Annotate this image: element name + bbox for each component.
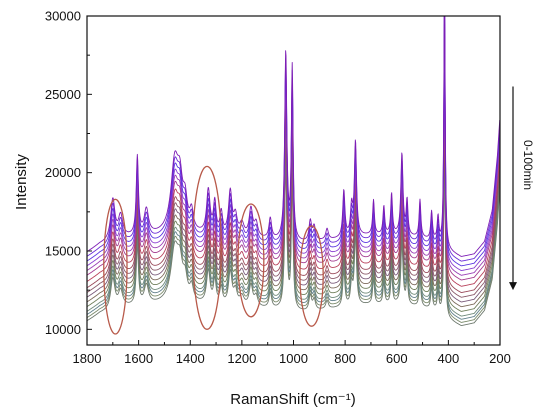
- highlight-ellipse-2: [192, 165, 222, 330]
- x-tick-label: 1200: [227, 351, 256, 366]
- x-tick-label: 1600: [124, 351, 153, 366]
- x-tick-label: 400: [438, 351, 460, 366]
- y-tick-label: 25000: [45, 87, 81, 102]
- y-tick-label: 15000: [45, 244, 81, 259]
- highlight-ellipse-3: [237, 203, 265, 318]
- x-tick-label: 800: [334, 351, 356, 366]
- x-tick-label: 600: [386, 351, 408, 366]
- x-tick-label: 1000: [279, 351, 308, 366]
- highlight-ellipses-group: [103, 165, 324, 335]
- time-annotation-label: 0-100min: [521, 140, 535, 190]
- x-axis-label: RamanShift (cm⁻¹): [230, 391, 355, 408]
- y-tick-label: 10000: [45, 322, 81, 337]
- y-axis-ticks: 10000 15000 20000 25000 30000: [45, 9, 92, 337]
- y-tick-label: 30000: [45, 9, 81, 24]
- x-axis-ticks: 1800 1600 1400 1200 1000 800 600 400 200: [73, 340, 511, 366]
- x-tick-label: 1400: [176, 351, 205, 366]
- y-tick-label: 20000: [45, 165, 81, 180]
- highlight-ellipse-1: [103, 198, 128, 335]
- time-arrow-annotation: 0-100min: [509, 86, 535, 291]
- y-axis-label: Intensity: [13, 154, 30, 210]
- x-tick-label: 1800: [73, 351, 102, 366]
- highlight-ellipse-4: [299, 225, 324, 327]
- x-tick-label: 200: [489, 351, 511, 366]
- spectrum-line-1: [87, 16, 500, 257]
- spectrum-series-group: [87, 16, 500, 326]
- time-arrow-head: [509, 282, 517, 291]
